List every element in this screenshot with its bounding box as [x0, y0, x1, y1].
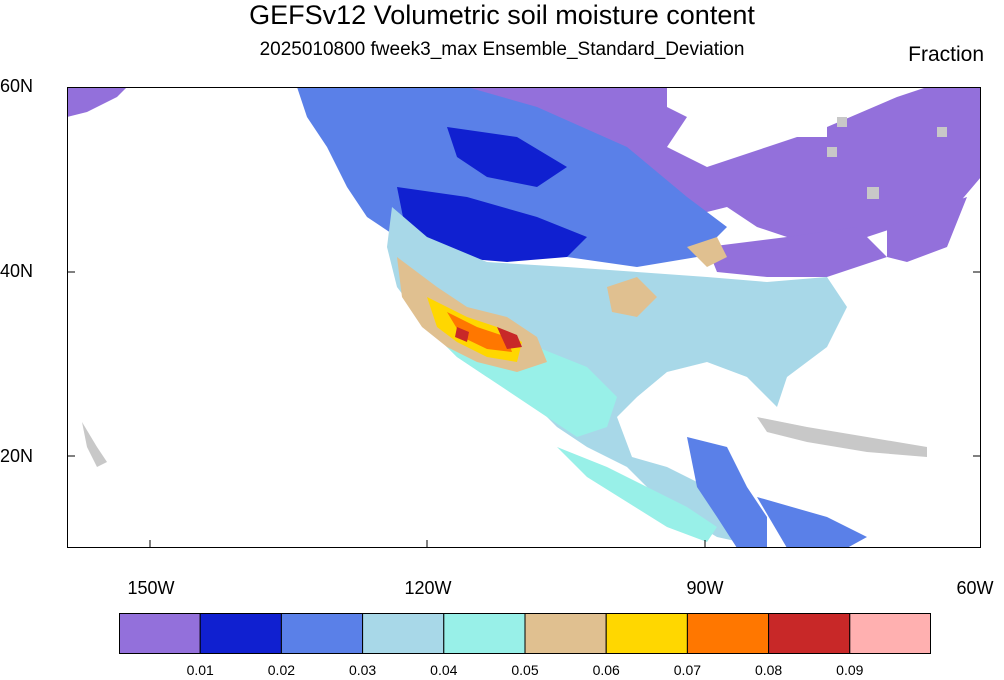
- colorbar-tick-label: 0.07: [673, 662, 702, 678]
- colorbar-swatch: [768, 613, 851, 654]
- lon-label-150w: 150W: [127, 578, 175, 598]
- colorbar-swatch: [524, 613, 607, 654]
- lon-label-60w: 60W: [956, 578, 994, 598]
- colorbar-tick-label: 0.06: [592, 662, 620, 678]
- lat-label-60n: 60N: [0, 76, 34, 96]
- colorbar-swatch: [362, 613, 445, 654]
- colorbar: [119, 613, 931, 654]
- colorbar-tick-label: 0.04: [430, 662, 458, 678]
- map-plot: [67, 87, 981, 548]
- colorbar-tick-label: 0.09: [836, 662, 864, 678]
- colorbar-swatch: [280, 613, 364, 654]
- southwest-anomaly-region: [397, 237, 727, 372]
- colorbar-swatch: [119, 613, 201, 654]
- colorbar-swatch: [686, 613, 770, 654]
- central-america-region: [82, 417, 927, 548]
- units-label: Fraction: [908, 43, 984, 66]
- colorbar-tick-label: 0.08: [754, 662, 783, 678]
- lon-label-90w: 90W: [686, 578, 724, 598]
- colorbar-tick-label: 0.03: [348, 662, 377, 678]
- colorbar-tick-label: 0.02: [267, 662, 296, 678]
- lon-label-120w: 120W: [404, 578, 452, 598]
- colorbar-swatch: [849, 613, 931, 654]
- lat-label-40n: 40N: [0, 261, 34, 281]
- colorbar-tick-label: 0.05: [511, 662, 539, 678]
- colorbar-swatch: [199, 613, 282, 654]
- chart-subtitle: 2025010800 fweek3_max Ensemble_Standard_…: [259, 39, 745, 60]
- colorbar-swatch: [605, 613, 688, 654]
- colorbar-swatch: [443, 613, 526, 654]
- colorbar-tick-label: 0.01: [186, 662, 214, 678]
- lat-label-20n: 20N: [0, 446, 34, 466]
- chart-title: GEFSv12 Volumetric soil moisture content: [249, 0, 755, 30]
